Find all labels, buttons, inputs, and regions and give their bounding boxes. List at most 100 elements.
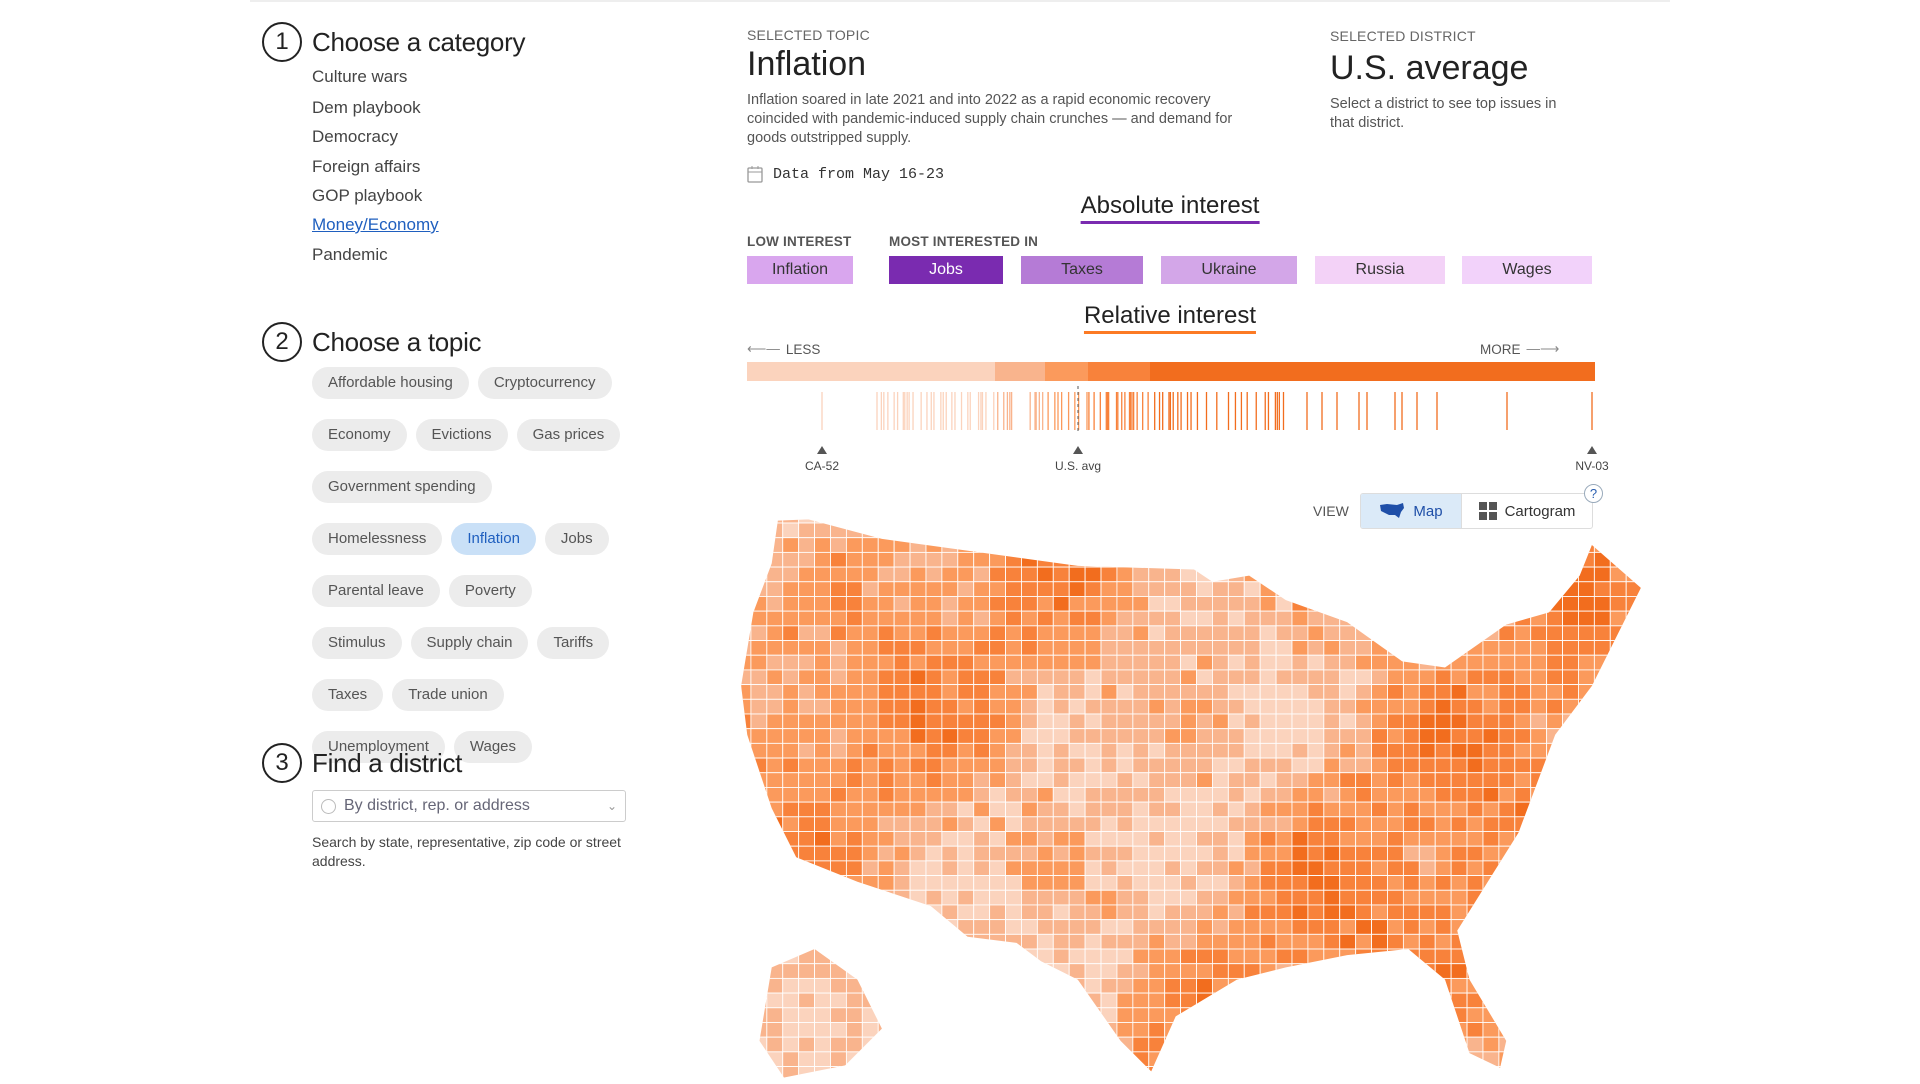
district-cell[interactable] — [989, 933, 1006, 950]
district-cell[interactable] — [814, 772, 831, 788]
district-cell[interactable] — [750, 1051, 768, 1067]
district-cell[interactable] — [1498, 684, 1516, 700]
district-cell[interactable] — [845, 654, 863, 671]
district-cell[interactable] — [941, 845, 959, 862]
district-cell[interactable] — [798, 992, 815, 1009]
district-cell[interactable] — [1116, 977, 1134, 994]
district-cell[interactable] — [1180, 889, 1197, 906]
district-cell[interactable] — [1132, 977, 1150, 994]
district-cell[interactable] — [877, 904, 895, 921]
district-cell[interactable] — [1021, 698, 1038, 715]
district-cell[interactable] — [1323, 875, 1341, 891]
district-cell[interactable] — [1180, 1066, 1197, 1082]
district-cell[interactable] — [893, 787, 911, 803]
district-cell[interactable] — [1546, 904, 1563, 921]
district-cell[interactable] — [814, 875, 831, 891]
district-cell[interactable] — [925, 625, 943, 641]
district-cell[interactable] — [1355, 1036, 1372, 1053]
district-cell[interactable] — [750, 669, 768, 686]
district-cell[interactable] — [1578, 904, 1595, 921]
district-cell[interactable] — [909, 640, 927, 656]
district-cell[interactable] — [925, 963, 943, 979]
district-cell[interactable] — [1418, 566, 1436, 583]
district-cell[interactable] — [1578, 787, 1595, 803]
district-cell[interactable] — [1530, 1051, 1548, 1067]
district-cell[interactable] — [1180, 1007, 1197, 1023]
district-cell[interactable] — [1339, 875, 1357, 891]
district-cell[interactable] — [1355, 889, 1372, 906]
district-cell[interactable] — [1339, 537, 1357, 553]
district-cell[interactable] — [1625, 919, 1642, 935]
district-cell[interactable] — [909, 684, 927, 700]
district-cell[interactable] — [1642, 626, 1647, 641]
district-cell[interactable] — [1514, 992, 1532, 1009]
district-cell[interactable] — [1180, 977, 1197, 994]
district-cell[interactable] — [1259, 698, 1277, 715]
district-cell[interactable] — [766, 713, 784, 730]
district-cell[interactable] — [1323, 948, 1341, 965]
district-cell[interactable] — [1148, 625, 1166, 641]
district-cell[interactable] — [830, 566, 847, 583]
district-cell[interactable] — [1482, 669, 1500, 686]
district-cell[interactable] — [1355, 831, 1372, 847]
district-cell[interactable] — [1148, 684, 1166, 700]
district-cell[interactable] — [1036, 875, 1054, 891]
district-cell[interactable] — [1243, 787, 1261, 803]
district-cell[interactable] — [861, 904, 879, 921]
district-cell[interactable] — [1164, 596, 1182, 612]
district-cell[interactable] — [1021, 742, 1038, 759]
district-cell[interactable] — [1164, 698, 1182, 715]
district-cell[interactable] — [1498, 508, 1516, 524]
district-cell[interactable] — [877, 963, 895, 979]
district-cell[interactable] — [1164, 816, 1182, 832]
district-cell[interactable] — [845, 728, 863, 744]
district-cell[interactable] — [766, 889, 784, 906]
district-cell[interactable] — [1593, 1036, 1611, 1053]
district-cell[interactable] — [1578, 860, 1595, 876]
district-cell[interactable] — [893, 1051, 911, 1067]
district-cell[interactable] — [735, 551, 752, 568]
district-cell[interactable] — [941, 977, 959, 994]
category-item[interactable]: Money/Economy — [312, 215, 439, 234]
district-cell[interactable] — [1211, 1051, 1229, 1067]
district-cell[interactable] — [1339, 816, 1357, 832]
district-cell[interactable] — [1450, 551, 1468, 568]
district-cell[interactable] — [1036, 566, 1054, 583]
district-cell[interactable] — [1434, 1022, 1452, 1038]
district-cell[interactable] — [1562, 610, 1579, 627]
district-cell[interactable] — [1434, 933, 1452, 950]
district-cell[interactable] — [1291, 610, 1309, 627]
district-cell[interactable] — [989, 522, 1006, 539]
district-cell[interactable] — [1005, 845, 1022, 862]
district-cell[interactable] — [1005, 1036, 1022, 1053]
district-cell[interactable] — [1036, 522, 1054, 539]
district-cell[interactable] — [1243, 875, 1261, 891]
district-cell[interactable] — [1355, 992, 1372, 1009]
district-cell[interactable] — [845, 801, 863, 818]
district-cell[interactable] — [1211, 787, 1229, 803]
district-cell[interactable] — [1068, 1007, 1086, 1023]
district-cell[interactable] — [861, 742, 879, 759]
district-cell[interactable] — [957, 919, 975, 935]
district-cell[interactable] — [1450, 537, 1468, 553]
district-cell[interactable] — [1339, 1036, 1357, 1053]
district-cell[interactable] — [1021, 933, 1038, 950]
district-cell[interactable] — [1498, 1066, 1516, 1082]
district-cell[interactable] — [735, 508, 752, 524]
district-cell[interactable] — [1148, 713, 1166, 730]
district-cell[interactable] — [973, 669, 991, 686]
district-cell[interactable] — [1211, 831, 1229, 847]
district-cell[interactable] — [1307, 904, 1325, 921]
district-cell[interactable] — [830, 684, 847, 700]
district-cell[interactable] — [925, 1007, 943, 1023]
district-cell[interactable] — [766, 831, 784, 847]
district-cell[interactable] — [1005, 698, 1022, 715]
district-cell[interactable] — [989, 713, 1006, 730]
district-cell[interactable] — [1593, 537, 1611, 553]
district-cell[interactable] — [1100, 728, 1118, 744]
district-cell[interactable] — [1100, 933, 1118, 950]
district-cell[interactable] — [1339, 522, 1357, 539]
district-cell[interactable] — [1546, 522, 1563, 539]
district-cell[interactable] — [1482, 596, 1500, 612]
district-cell[interactable] — [782, 728, 800, 744]
